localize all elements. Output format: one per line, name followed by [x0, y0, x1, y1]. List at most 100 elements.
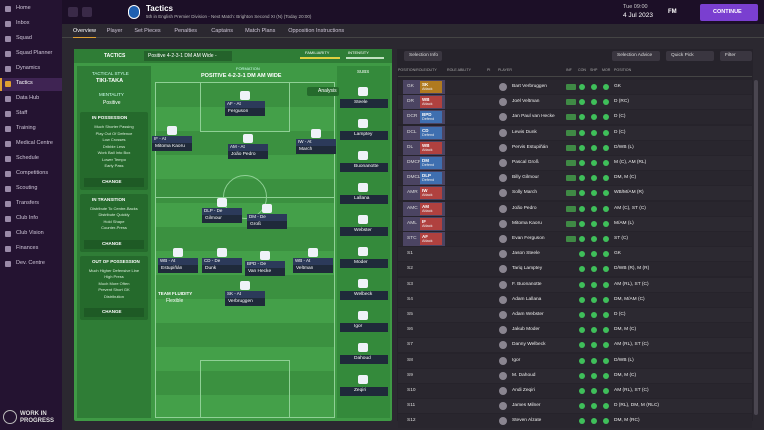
table-row[interactable]	[398, 384, 752, 398]
tab[interactable]: Opposition Instructions	[288, 28, 345, 34]
sub-chip[interactable]	[340, 291, 388, 300]
player-name[interactable]: Tariq Lamptey	[512, 266, 543, 272]
sub-chip[interactable]	[340, 195, 388, 204]
continue-label[interactable]: CONTINUE	[713, 9, 742, 15]
player-shirt[interactable]	[240, 281, 250, 290]
role-chip[interactable]	[225, 101, 265, 108]
player-name[interactable]: Joël Veltman	[512, 99, 540, 105]
player-name[interactable]: James Milner	[512, 403, 541, 409]
role-chip[interactable]	[293, 258, 333, 265]
player-shirt[interactable]	[173, 248, 183, 257]
tab[interactable]: Set Pieces	[134, 28, 161, 34]
player-name[interactable]: João Pedro	[512, 205, 537, 211]
column-header[interactable]: MOR	[602, 68, 611, 72]
nav-item[interactable]: Squad	[16, 35, 32, 41]
column-header[interactable]: SHP	[590, 68, 598, 72]
nav-item[interactable]: Club Vision	[16, 230, 44, 236]
player-shirt[interactable]	[311, 129, 321, 138]
analysis-label[interactable]: Analysis	[318, 88, 337, 94]
role-chip[interactable]	[225, 291, 265, 298]
player-name[interactable]: Jan Paul van Hecke	[512, 114, 555, 120]
toolbar-button[interactable]	[612, 51, 660, 61]
player-shirt[interactable]	[308, 248, 318, 257]
sub-chip[interactable]	[340, 387, 388, 396]
nav-item[interactable]: Squad Planner	[16, 50, 53, 56]
sub-shirt[interactable]	[358, 343, 368, 352]
table-row[interactable]	[398, 399, 752, 414]
role-chip[interactable]	[247, 214, 287, 221]
forward-button[interactable]	[82, 7, 92, 17]
toolbar-button[interactable]	[404, 51, 442, 61]
player-name[interactable]: Lewis Dunk	[512, 129, 537, 135]
mentality-value[interactable]: Positive	[103, 100, 121, 106]
nav-item[interactable]: Staff	[16, 110, 28, 116]
scrollbar[interactable]	[754, 80, 758, 415]
nav-item[interactable]: Club Info	[16, 215, 39, 221]
sub-shirt[interactable]	[358, 215, 368, 224]
player-name[interactable]: Steven Alzate	[512, 418, 542, 424]
player-name[interactable]: Pervis Estupiñán	[512, 144, 548, 150]
sub-chip[interactable]	[340, 99, 388, 108]
nav-item[interactable]: Competitions	[16, 170, 49, 176]
nav-item[interactable]: Transfers	[16, 200, 40, 206]
table-row[interactable]	[398, 323, 752, 338]
player-name[interactable]: F. Buonanotte	[512, 281, 542, 287]
role-chip[interactable]	[228, 144, 268, 151]
player-shirt[interactable]	[243, 134, 253, 143]
player-name[interactable]: Andi Zeqiri	[512, 388, 535, 393]
change-button[interactable]	[84, 177, 144, 187]
player-name[interactable]: Adam Lallana	[512, 296, 542, 302]
player-name[interactable]: Jason Steele	[512, 251, 540, 257]
nav-item[interactable]: Tactics	[16, 80, 33, 86]
player-shirt[interactable]	[260, 251, 270, 260]
sub-chip[interactable]	[340, 259, 388, 268]
toolbar-button[interactable]	[720, 51, 752, 61]
player-name[interactable]: Danny Welbeck	[512, 342, 546, 348]
change-button[interactable]	[84, 308, 144, 317]
table-row[interactable]	[398, 292, 752, 307]
player-shirt[interactable]	[217, 248, 227, 257]
player-name[interactable]: Solly March	[512, 190, 538, 196]
player-name[interactable]: Igor	[512, 357, 521, 363]
analysis-button[interactable]	[307, 87, 339, 96]
nav-item[interactable]: Data Hub	[16, 95, 40, 101]
sub-shirt[interactable]	[358, 247, 368, 256]
role-chip[interactable]	[152, 136, 192, 143]
continue-button[interactable]	[700, 4, 758, 21]
tactic-dropdown[interactable]	[144, 51, 232, 61]
change-label[interactable]: CHANGE	[102, 178, 122, 184]
nav-item[interactable]: Schedule	[16, 155, 39, 161]
sub-shirt[interactable]	[358, 119, 368, 128]
player-name[interactable]: Mitoma Kaoru	[512, 220, 542, 226]
table-row[interactable]	[398, 308, 752, 322]
change-button[interactable]	[84, 239, 144, 249]
nav-item[interactable]: Home	[16, 5, 31, 11]
sub-shirt[interactable]	[358, 151, 368, 160]
player-name[interactable]: Adam Webster	[512, 312, 544, 317]
player-shirt[interactable]	[240, 91, 250, 100]
role-chip[interactable]	[202, 208, 242, 215]
column-header[interactable]: POSITION	[614, 68, 632, 72]
tab[interactable]: Penalties	[174, 28, 198, 34]
nav-item[interactable]: Finances	[16, 245, 39, 251]
change-label[interactable]: CHANGE	[102, 309, 122, 314]
back-button[interactable]	[68, 7, 78, 17]
role-chip[interactable]	[158, 258, 198, 265]
nav-item[interactable]: Training	[16, 125, 36, 131]
column-header[interactable]: CON	[578, 68, 586, 72]
change-label[interactable]: CHANGE	[102, 240, 122, 246]
sub-shirt[interactable]	[358, 279, 368, 288]
table-row[interactable]	[398, 368, 752, 383]
player-name[interactable]: Evan Ferguson	[512, 236, 545, 241]
table-row[interactable]	[398, 338, 752, 353]
player-name[interactable]: Jakub Moder	[512, 327, 540, 333]
table-row[interactable]	[398, 277, 752, 292]
table-row[interactable]	[398, 414, 752, 429]
sub-chip[interactable]	[340, 131, 388, 140]
tab[interactable]: Match Plans	[245, 28, 276, 34]
sub-shirt[interactable]	[358, 87, 368, 96]
sub-chip[interactable]	[340, 323, 388, 332]
player-shirt[interactable]	[167, 126, 177, 135]
player-name[interactable]: Pascal Groß	[512, 160, 539, 165]
column-header[interactable]: PLAYER	[498, 68, 512, 72]
